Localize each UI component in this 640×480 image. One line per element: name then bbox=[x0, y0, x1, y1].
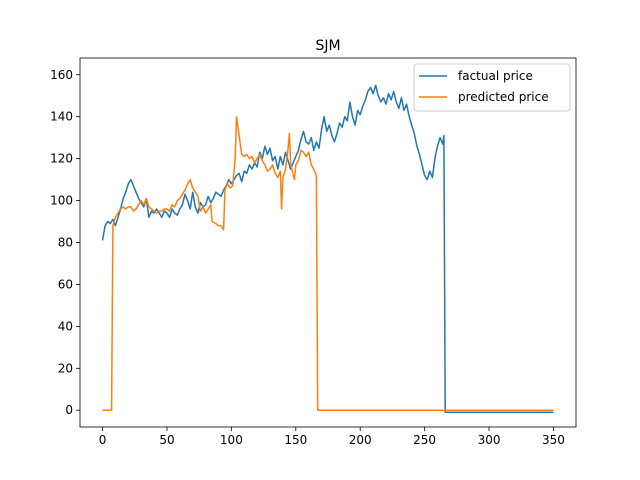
y-tick-label: 0 bbox=[65, 403, 73, 417]
y-tick-label: 160 bbox=[50, 68, 73, 82]
y-tick-label: 100 bbox=[50, 194, 73, 208]
x-tick-label: 50 bbox=[159, 433, 174, 447]
series-layer bbox=[101, 84, 554, 414]
y-tick-label: 40 bbox=[58, 319, 73, 333]
x-tick-label: 300 bbox=[478, 433, 501, 447]
y-tick-label: 120 bbox=[50, 152, 73, 166]
legend: factual price predicted price bbox=[413, 63, 571, 112]
x-tick-label: 100 bbox=[220, 433, 243, 447]
x-axis: 0 50 100 150 200 250 300 350 bbox=[99, 427, 565, 447]
x-tick-label: 350 bbox=[542, 433, 565, 447]
legend-label: predicted price bbox=[458, 90, 549, 104]
x-tick-label: 200 bbox=[349, 433, 372, 447]
y-axis: 0 20 40 60 80 100 120 140 160 bbox=[50, 68, 80, 417]
x-tick-label: 0 bbox=[99, 433, 107, 447]
x-tick-label: 250 bbox=[413, 433, 436, 447]
y-tick-label: 140 bbox=[50, 110, 73, 124]
series-line-predicted-price bbox=[102, 115, 554, 411]
x-tick-label: 150 bbox=[284, 433, 307, 447]
legend-box bbox=[413, 63, 571, 112]
y-tick-label: 60 bbox=[58, 277, 73, 291]
chart-title: SJM bbox=[315, 38, 340, 54]
series-line-factual-price bbox=[101, 84, 554, 414]
y-tick-label: 80 bbox=[58, 236, 73, 250]
y-tick-label: 20 bbox=[58, 361, 73, 375]
legend-label: factual price bbox=[458, 69, 533, 83]
